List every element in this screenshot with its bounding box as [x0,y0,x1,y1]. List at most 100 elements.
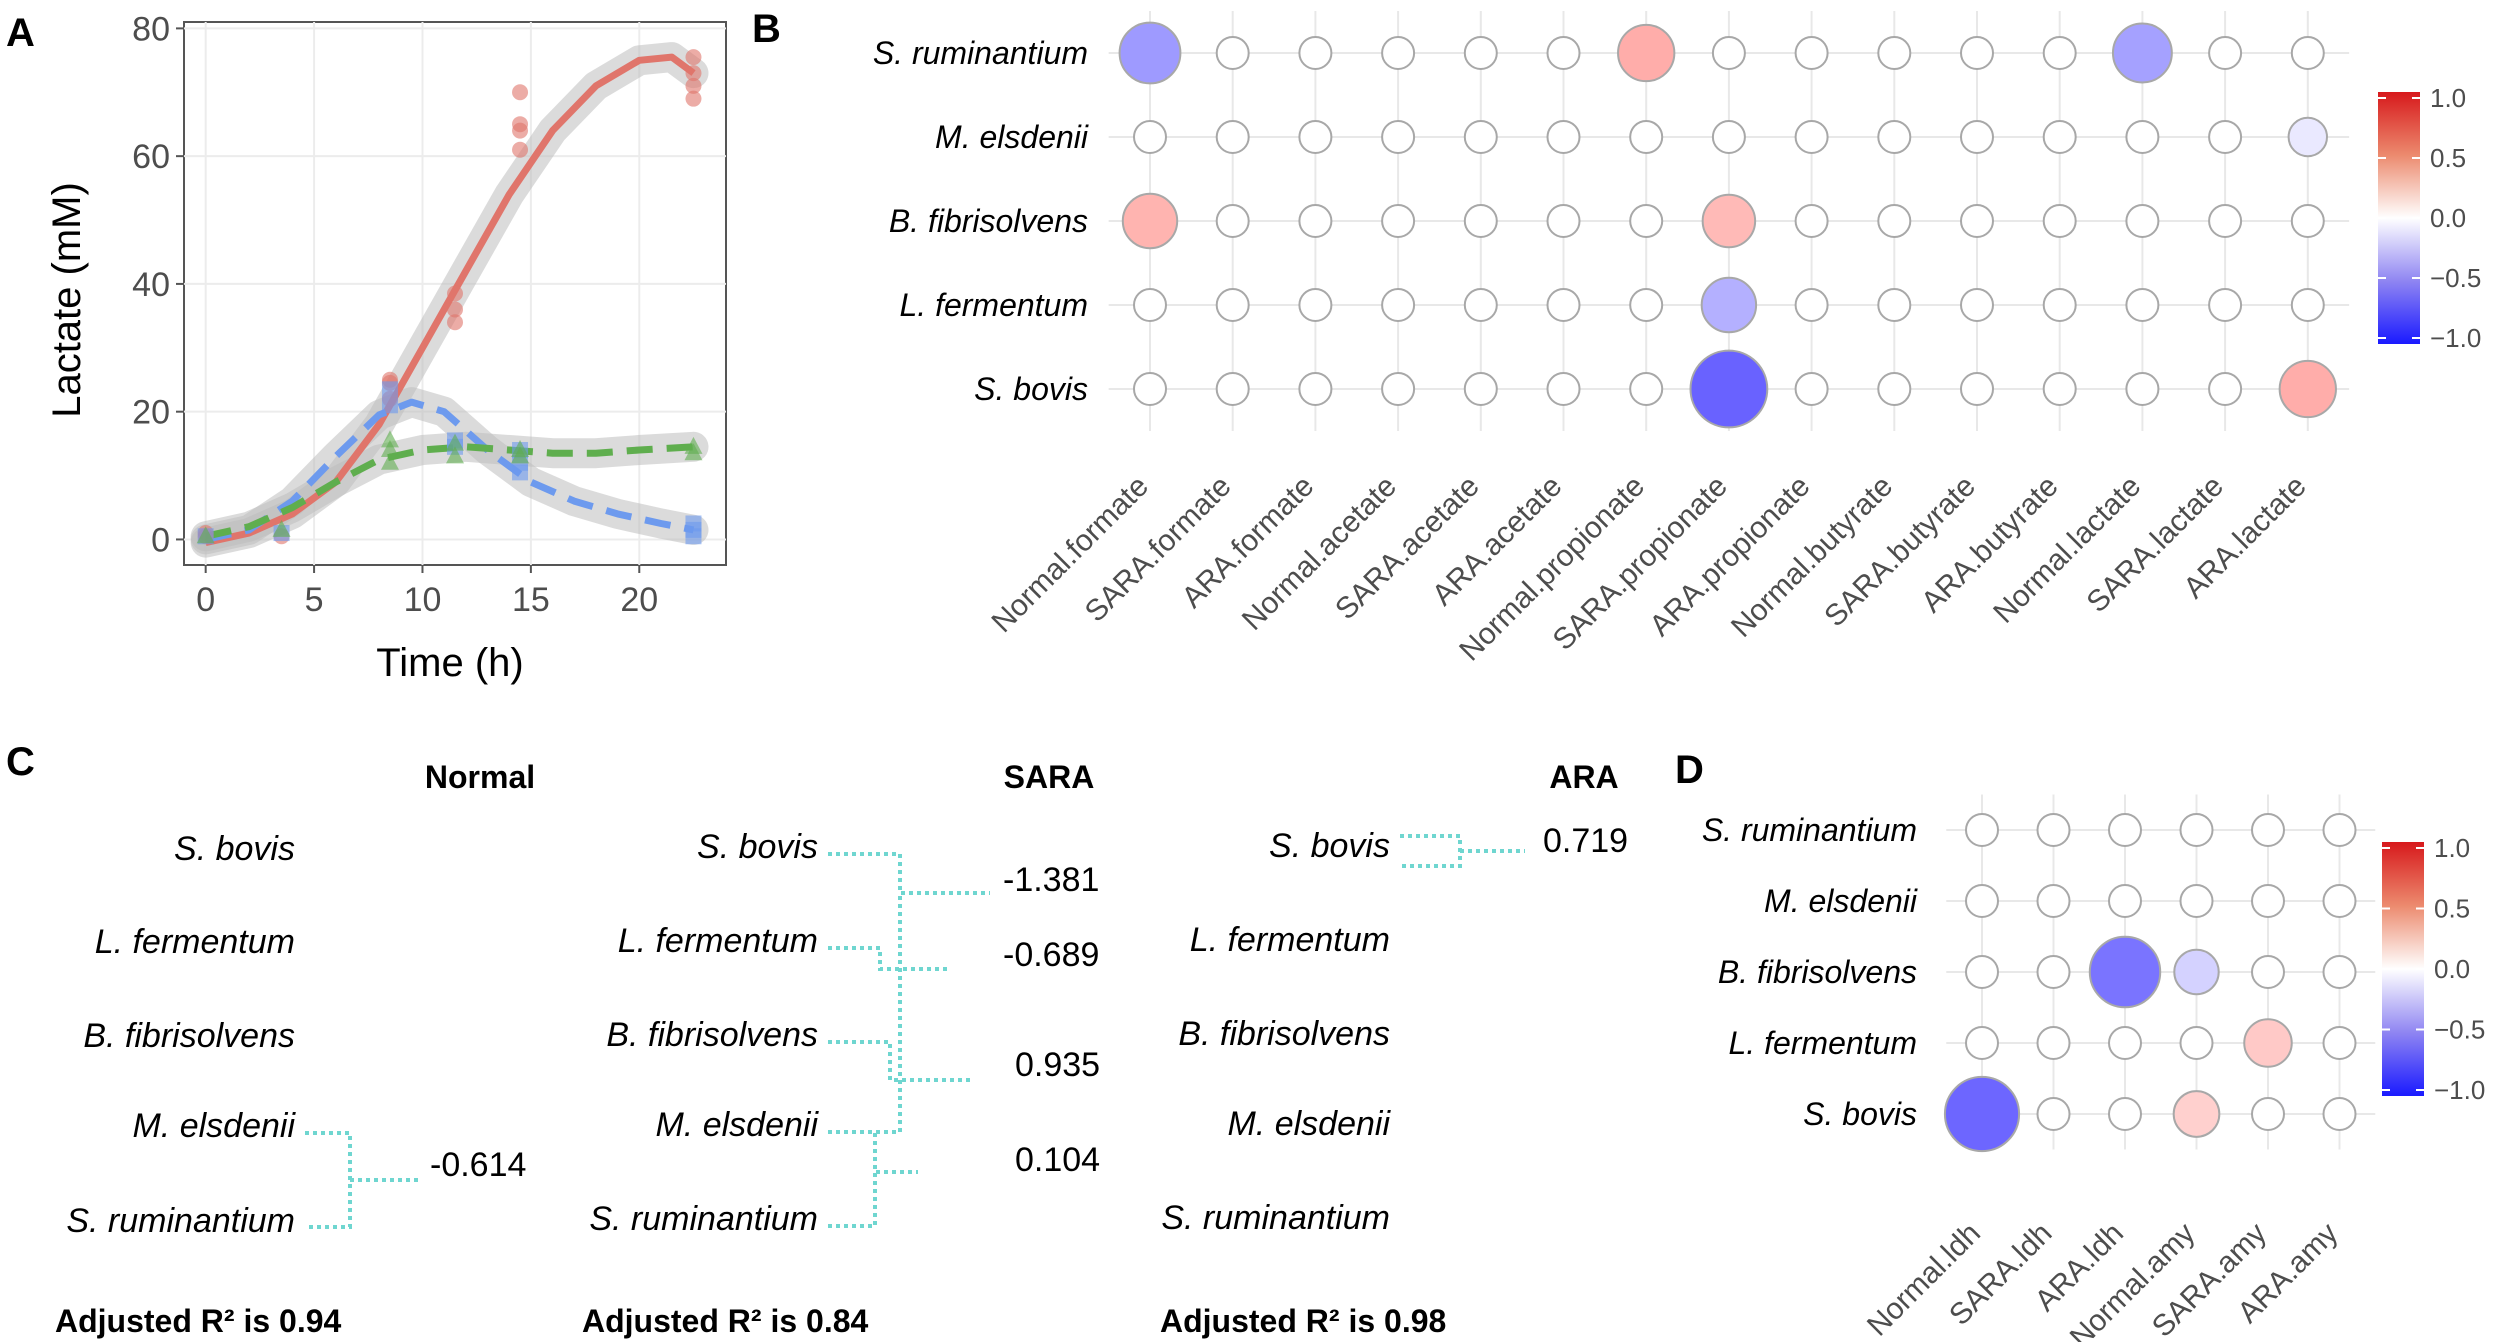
panel-d-cell-m-elsdenii-ara-amy [2322,884,2357,918]
panel-d-row-label-s-bovis: S. bovis [1803,1096,1917,1132]
panel-c-sara-coefficient: 0.935 [1015,1046,1100,1084]
panel-a-blue-fit-line [204,398,695,543]
panel-b-cell-l-fermentum-ara-propionate [1794,288,1829,322]
panel-b-col-label-sara-butyrate: SARA.butyrate [1818,470,1982,634]
panel-d-cell-s-ruminantium-normal-ldh [1965,813,1999,847]
panel-b-cell-s-bovis-sara-lactate [2208,372,2243,406]
panel-c-normal-coefficient: -0.614 [430,1146,526,1184]
panel-b-cell-s-ruminantium-sara-propionate [1711,36,1746,70]
panel-b-cell-s-bovis-normal-propionate [1629,372,1664,406]
panel-d-cell-m-elsdenii-normal-ldh [1965,884,1999,918]
panel-b-col-label-sara-acetate: SARA.acetate [1329,470,1486,627]
panel-c-sara-species-b-fibrisolvens: B. fibrisolvens [606,1016,818,1054]
panel-d-cell-m-elsdenii-sara-ldh [2036,884,2071,918]
panel-b-row-label-s-ruminantium: S. ruminantium [873,35,1088,71]
panel-b-cell-s-bovis-sara-acetate [1463,372,1498,406]
panel-c-normal-bracket [305,1131,420,1229]
panel-b-cell-s-bovis-normal-acetate [1381,372,1416,406]
panel-a-xlabel: Time (h) [376,641,523,685]
panel-c-sara-bracket [828,893,918,1174]
panel-b-cell-m-elsdenii-normal-formate [1133,120,1167,154]
panel-b-cell-m-elsdenii-sara-formate [1215,120,1250,154]
panel-b-cell-m-elsdenii-sara-acetate [1463,120,1498,154]
panel-d-colorbar-label: −0.5 [2434,1015,2485,1045]
panel-d-cell-s-ruminantium-sara-amy [2251,813,2285,847]
panel-d-cell-l-fermentum-ara-ldh [2108,1026,2142,1060]
panel-d-cell-s-bovis-normal-ldh [1943,1075,2021,1153]
panel-c-normal-species-b-fibrisolvens: B. fibrisolvens [83,1017,295,1055]
panel-d-colorbar-label: −1.0 [2434,1075,2485,1105]
panel-b-cell-m-elsdenii-normal-butyrate [1877,120,1912,154]
panel-a-green-point [380,452,399,470]
panel-c-normal-species-l-fermentum: L. fermentum [95,923,295,961]
panel-c-sara-coefficient: -1.381 [1003,861,1099,899]
panel-b-cell-s-bovis-sara-butyrate [1960,372,1994,406]
panel-b-colorbar-label: 0.0 [2430,203,2466,233]
panel-d-cell-l-fermentum-normal-amy [2179,1026,2214,1060]
panel-b-cell-s-ruminantium-ara-acetate [1546,36,1581,70]
panel-a-y-tick-label: 40 [132,266,170,304]
panel-b-cell-l-fermentum-ara-acetate [1546,288,1581,322]
panel-d-row-label-s-ruminantium: S. ruminantium [1702,812,1917,848]
panel-c-normal-species-m-elsdenii: M. elsdenii [132,1107,296,1145]
panel-a-y-tick-label: 20 [132,394,170,432]
panel-label-d: D [1675,748,1704,792]
panel-b-cell-b-fibrisolvens-sara-lactate [2208,204,2243,238]
panel-d-cell-m-elsdenii-normal-amy [2179,884,2214,918]
panel-b-cell-l-fermentum-normal-butyrate [1877,288,1912,322]
panel-c-normal-species-s-bovis: S. bovis [174,830,295,868]
panel-b-cell-l-fermentum-ara-lactate [2290,288,2325,322]
panel-b-cell-l-fermentum-sara-acetate [1463,288,1498,322]
panel-d-cell-m-elsdenii-sara-amy [2251,884,2285,918]
panel-b-cell-s-ruminantium-ara-formate [1298,36,1333,70]
panel-a-green-point [196,526,215,544]
panel-b-cell-m-elsdenii-sara-butyrate [1960,120,1994,154]
panel-d-cell-s-bovis-normal-amy [2172,1090,2221,1138]
panel-c-sara-species-s-ruminantium: S. ruminantium [589,1200,818,1238]
panel-b-cell-m-elsdenii-normal-acetate [1381,120,1416,154]
panel-a-red-point [685,49,702,66]
panel-a-green-fit-line [204,443,694,540]
panel-d-cell-s-bovis-ara-amy [2322,1097,2357,1131]
panel-b-cell-l-fermentum-sara-lactate [2208,288,2243,322]
panel-label-c: C [6,740,35,784]
panel-b-colorbar-label: −0.5 [2430,263,2481,293]
panel-a-red-point [512,116,529,133]
panel-d-colorbar-label: 1.0 [2434,833,2470,863]
panel-d-cell-s-ruminantium-ara-amy [2322,813,2357,847]
panel-b-cell-m-elsdenii-ara-acetate [1546,120,1581,154]
panel-a-blue-point [381,397,398,414]
panel-b-cell-s-bovis-normal-lactate [2125,372,2160,406]
panel-d-cell-s-ruminantium-ara-ldh [2108,813,2142,847]
panel-label-a: A [6,11,35,55]
panel-a-x-tick-label: 15 [512,581,550,619]
panel-b-cell-b-fibrisolvens-normal-lactate [2125,204,2160,238]
panel-b-cell-b-fibrisolvens-ara-formate [1298,204,1333,238]
panel-c-sara-coefficient: -0.689 [1003,936,1099,974]
panel-b-cell-b-fibrisolvens-ara-acetate [1546,204,1581,238]
panel-c-ara-bracket [1400,834,1525,868]
panel-b-cell-s-bovis-ara-butyrate [2042,372,2077,406]
panel-d-colorbar-label: 0.5 [2434,894,2470,924]
panel-a-green-point [380,440,399,458]
panel-a-y-tick-label: 0 [151,521,170,559]
panel-b-cell-s-ruminantium-sara-formate [1215,36,1250,70]
panel-b-row-label-b-fibrisolvens: B. fibrisolvens [889,203,1088,239]
panel-b-cell-b-fibrisolvens-normal-formate [1121,192,1179,250]
panel-a-red-point [512,141,529,158]
panel-d-cell-b-fibrisolvens-ara-ldh [2088,935,2162,1009]
panel-a-green-point [272,519,291,537]
panel-b-cell-m-elsdenii-ara-lactate [2287,116,2329,158]
panel-a-ylabel: Lactate (mM) [45,182,89,418]
panel-a-red-point [685,90,702,107]
panel-b-cell-s-ruminantium-ara-lactate [2290,36,2325,70]
panel-c-sara-footer: Adjusted R² is 0.84 [582,1303,869,1339]
panel-c-normal-species-s-ruminantium: S. ruminantium [66,1202,295,1240]
panel-a-red-point [447,285,463,302]
panel-b-colorbar-label: 1.0 [2430,83,2466,113]
panel-c-ara-footer: Adjusted R² is 0.98 [1160,1303,1446,1339]
panel-b-cell-b-fibrisolvens-sara-butyrate [1960,204,1994,238]
panel-b-cell-s-bovis-ara-acetate [1546,372,1581,406]
panel-b-cell-s-ruminantium-normal-formate [1118,21,1182,85]
